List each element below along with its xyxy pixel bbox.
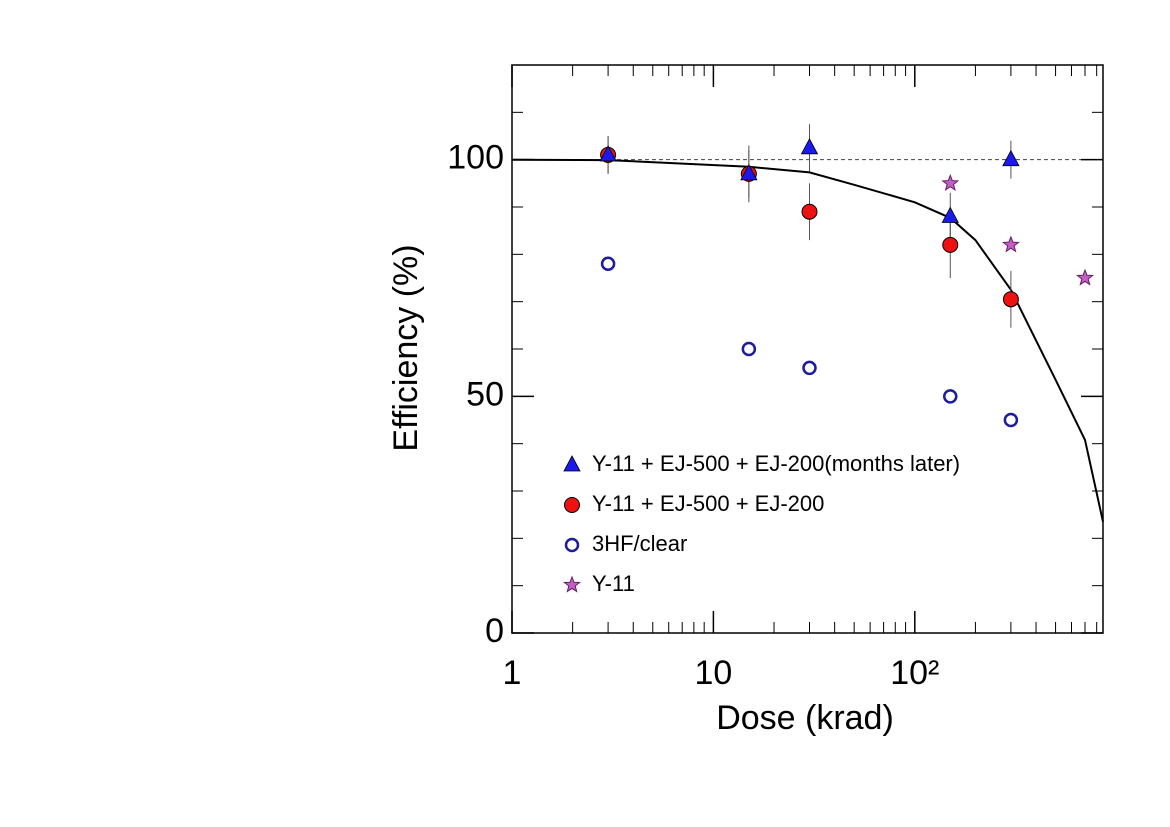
point: [740, 164, 758, 181]
fit-curve: [511, 158, 1104, 523]
legend-label: 3HF/clear: [592, 531, 687, 556]
point: [600, 256, 616, 272]
legend-label: Y-11 + EJ-500 + EJ-200(months later): [592, 451, 960, 476]
point: [943, 389, 958, 404]
point: [1002, 149, 1020, 167]
legend-label: Y-11 + EJ-500 + EJ-200: [592, 491, 824, 516]
x-axis-label: Dose (krad): [716, 699, 894, 737]
x-tick-label: 10²: [890, 654, 939, 692]
legend-marker: [564, 537, 580, 553]
point: [800, 137, 819, 155]
x-tick-label: 1: [503, 654, 522, 692]
x-tick-label: 10: [694, 654, 732, 692]
y-tick-label: 100: [447, 139, 504, 177]
point: [599, 145, 617, 162]
legend-marker: [564, 497, 580, 513]
legend-marker: [563, 455, 581, 472]
y-axis-label: Efficiency (%): [387, 244, 425, 451]
point: [1002, 291, 1019, 308]
point: [941, 206, 959, 223]
point: [1001, 235, 1020, 253]
y-tick-label: 0: [485, 612, 504, 650]
point: [1076, 268, 1094, 286]
point: [802, 360, 817, 376]
point: [941, 173, 960, 191]
point: [942, 236, 959, 253]
y-tick-label: 50: [466, 375, 504, 413]
legend: Y-11 + EJ-500 + EJ-200(months later) Y-11…: [563, 451, 960, 596]
legend-marker: [563, 575, 581, 593]
point: [741, 341, 757, 357]
point: [801, 203, 818, 220]
point: [1003, 412, 1019, 428]
legend-label: Y-11: [592, 571, 635, 596]
